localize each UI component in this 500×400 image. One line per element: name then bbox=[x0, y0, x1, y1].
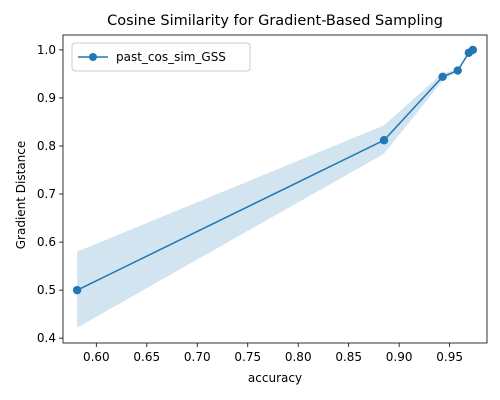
x-axis-ticks: 0.60 0.65 0.70 0.75 0.80 0.85 0.90 0.95 bbox=[83, 343, 463, 364]
x-tick-label: 0.65 bbox=[133, 350, 160, 364]
x-tick-label: 0.95 bbox=[436, 350, 463, 364]
plot-area-frame bbox=[62, 34, 488, 344]
confidence-band bbox=[77, 49, 473, 328]
chart-title: Cosine Similarity for Gradient-Based Sam… bbox=[107, 13, 443, 29]
y-tick-label: 0.4 bbox=[37, 331, 56, 345]
data-point bbox=[379, 136, 389, 145]
series-points bbox=[72, 45, 478, 295]
y-tick-label: 0.6 bbox=[37, 235, 56, 249]
x-tick-label: 0.70 bbox=[184, 350, 211, 364]
y-tick-label: 0.7 bbox=[37, 187, 56, 201]
legend-label: past_cos_sim_GSS bbox=[116, 50, 226, 64]
y-tick-label: 0.5 bbox=[37, 283, 56, 297]
x-axis-label: accuracy bbox=[248, 371, 302, 385]
x-tick-label: 0.90 bbox=[386, 350, 413, 364]
x-tick-label: 0.60 bbox=[83, 350, 110, 364]
y-axis-label: Gradient Distance bbox=[14, 141, 28, 250]
y-tick-label: 1.0 bbox=[37, 43, 56, 57]
y-axis-ticks: 0.4 0.5 0.6 0.7 0.8 0.9 1.0 bbox=[37, 43, 63, 345]
data-point bbox=[468, 45, 478, 55]
y-tick-label: 0.8 bbox=[37, 139, 56, 153]
data-point bbox=[72, 285, 82, 295]
x-tick-label: 0.75 bbox=[234, 350, 261, 364]
data-point bbox=[438, 72, 447, 82]
legend-marker-swatch bbox=[89, 53, 97, 61]
x-tick-label: 0.80 bbox=[285, 350, 312, 364]
legend: past_cos_sim_GSS bbox=[71, 42, 251, 72]
x-tick-label: 0.85 bbox=[335, 350, 362, 364]
legend-box bbox=[71, 42, 251, 72]
y-tick-label: 0.9 bbox=[37, 91, 56, 105]
data-point bbox=[453, 66, 462, 75]
